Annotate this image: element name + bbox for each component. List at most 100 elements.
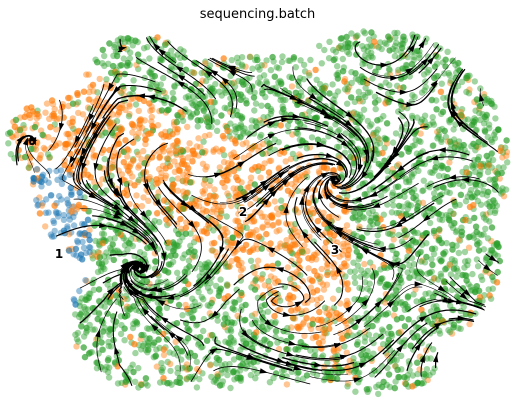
point-batch-3 xyxy=(103,76,109,82)
point-batch-3 xyxy=(283,338,289,344)
point-batch-3 xyxy=(212,108,218,114)
point-batch-3 xyxy=(378,276,384,282)
point-batch-3 xyxy=(243,100,249,106)
point-batch-3 xyxy=(465,116,471,122)
point-batch-3 xyxy=(144,245,150,251)
point-batch-3 xyxy=(396,338,402,344)
point-batch-2 xyxy=(285,264,291,270)
point-batch-3 xyxy=(199,294,205,300)
point-batch-2 xyxy=(126,101,132,107)
point-batch-3 xyxy=(393,251,399,257)
point-batch-3 xyxy=(234,55,240,61)
point-batch-2 xyxy=(267,240,273,246)
point-batch-3 xyxy=(427,169,433,175)
point-batch-3 xyxy=(267,379,273,385)
point-batch-2 xyxy=(116,109,122,115)
point-batch-3 xyxy=(442,266,448,272)
point-batch-3 xyxy=(393,40,399,46)
point-batch-3 xyxy=(399,126,405,132)
point-batch-3 xyxy=(130,362,136,368)
point-batch-3 xyxy=(343,34,349,40)
point-batch-2 xyxy=(246,184,252,190)
point-batch-3 xyxy=(453,274,459,280)
point-batch-2 xyxy=(333,310,339,316)
point-batch-3 xyxy=(174,119,180,125)
point-batch-3 xyxy=(357,253,363,259)
point-batch-3 xyxy=(263,78,269,84)
point-batch-2 xyxy=(259,214,265,220)
point-batch-2 xyxy=(65,131,71,137)
point-batch-3 xyxy=(218,286,224,292)
point-batch-2 xyxy=(406,248,412,254)
point-batch-3 xyxy=(352,389,358,395)
point-batch-1 xyxy=(68,185,74,191)
point-batch-2 xyxy=(124,192,130,198)
point-batch-3 xyxy=(118,62,124,68)
point-batch-2 xyxy=(74,90,80,96)
point-batch-2 xyxy=(246,249,252,255)
point-batch-3 xyxy=(293,90,299,96)
point-batch-3 xyxy=(287,117,293,123)
point-batch-3 xyxy=(195,123,201,129)
point-batch-3 xyxy=(431,75,437,81)
point-batch-3 xyxy=(239,115,245,121)
point-batch-3 xyxy=(393,287,399,293)
point-batch-3 xyxy=(482,226,488,232)
point-batch-3 xyxy=(132,379,138,385)
point-batch-3 xyxy=(177,375,183,381)
point-batch-2 xyxy=(38,152,44,158)
point-batch-3 xyxy=(145,210,151,216)
point-batch-3 xyxy=(237,363,243,369)
point-batch-3 xyxy=(404,200,410,206)
point-batch-2 xyxy=(100,240,106,246)
point-batch-3 xyxy=(174,112,180,118)
point-batch-2 xyxy=(190,69,196,75)
point-batch-2 xyxy=(321,364,327,370)
point-batch-3 xyxy=(176,302,182,308)
point-batch-3 xyxy=(272,74,278,80)
point-batch-3 xyxy=(403,381,409,387)
point-batch-3 xyxy=(174,270,180,276)
point-batch-1 xyxy=(56,193,62,199)
point-batch-3 xyxy=(476,288,482,294)
point-batch-3 xyxy=(259,245,265,251)
point-batch-3 xyxy=(83,325,89,331)
point-batch-3 xyxy=(106,40,112,46)
point-batch-3 xyxy=(102,130,108,136)
point-batch-3 xyxy=(84,312,90,318)
point-batch-2 xyxy=(166,239,172,245)
point-batch-3 xyxy=(462,258,468,264)
point-batch-2 xyxy=(289,83,295,89)
point-batch-2 xyxy=(158,131,164,137)
point-batch-3 xyxy=(146,341,152,347)
point-batch-3 xyxy=(201,108,207,114)
point-batch-3 xyxy=(366,331,372,337)
point-batch-3 xyxy=(352,280,358,286)
point-batch-3 xyxy=(100,347,106,353)
point-batch-2 xyxy=(318,317,324,323)
point-batch-3 xyxy=(423,240,429,246)
point-batch-2 xyxy=(463,169,469,175)
point-batch-3 xyxy=(430,114,436,120)
point-batch-2 xyxy=(115,141,121,147)
point-batch-3 xyxy=(144,325,150,331)
point-batch-3 xyxy=(451,322,457,328)
point-batch-3 xyxy=(349,80,355,86)
point-batch-3 xyxy=(375,391,381,397)
point-batch-3 xyxy=(385,282,391,288)
point-batch-2 xyxy=(298,235,304,241)
point-batch-3 xyxy=(291,54,297,60)
point-batch-2 xyxy=(462,217,468,223)
point-batch-3 xyxy=(237,375,243,381)
point-batch-1 xyxy=(58,167,64,173)
point-batch-2 xyxy=(172,148,178,154)
point-batch-3 xyxy=(248,258,254,264)
point-batch-3 xyxy=(359,61,365,67)
point-batch-3 xyxy=(187,179,193,185)
point-batch-3 xyxy=(320,138,326,144)
point-batch-2 xyxy=(290,294,296,300)
point-batch-3 xyxy=(480,211,486,217)
point-batch-3 xyxy=(486,121,492,127)
point-batch-3 xyxy=(96,286,102,292)
point-batch-3 xyxy=(165,325,171,331)
